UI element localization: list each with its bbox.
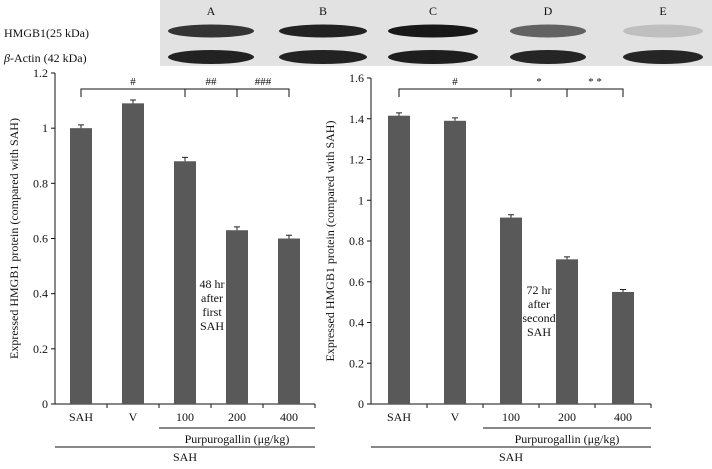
blot-band (168, 50, 254, 64)
y-tick-label: 1.6 (349, 71, 364, 85)
time-annotation: 48 hr after first SAH (200, 277, 225, 333)
significance-bracket (398, 88, 512, 97)
bar (174, 161, 196, 404)
bar (278, 238, 300, 404)
bar (226, 230, 248, 404)
lane-label-D: D (544, 4, 553, 18)
chart-panel-72hr: 0 0.2 0.4 0.6 0.8 1 1.2 1.4 1.6 Expressed HMGB1 p… (323, 71, 652, 464)
blot-band (279, 24, 367, 38)
y-tick-label: 0.8 (33, 176, 48, 190)
category-label: V (129, 410, 138, 424)
y-axis-title: Expressed HMGB1 protein (compared with S… (323, 121, 337, 362)
lane-label-C: C (429, 4, 437, 18)
error-bar (396, 112, 402, 116)
category-label: 200 (228, 410, 246, 424)
error-bar (234, 226, 240, 231)
category-label: SAH (69, 410, 93, 424)
category-label: 100 (176, 410, 194, 424)
y-tick-label: 0.8 (349, 234, 364, 248)
category-label: 200 (558, 410, 576, 424)
significance-label: # (452, 76, 458, 88)
outer-label: SAH (173, 450, 197, 464)
group-label: Purpurogallin (μg/kg) (185, 432, 290, 446)
chart-panel-48hr: 0 0.2 0.4 0.6 0.8 1 1.2 Expressed HMGB1 protein… (7, 66, 316, 464)
bar (612, 291, 634, 404)
bar (70, 128, 92, 404)
lane-label-A: A (207, 4, 216, 18)
y-tick-label: 0.6 (349, 275, 364, 289)
y-tick-label: 0 (42, 397, 48, 411)
significance-bracket (566, 88, 624, 97)
y-axis-title: Expressed HMGB1 protein (compared with S… (7, 118, 21, 359)
y-tick-label: 1.2 (349, 153, 364, 167)
time-annotation: 72 hr after second SAH (522, 283, 555, 339)
blot-bands (168, 24, 703, 64)
blot-band (168, 24, 254, 38)
y-tick-label: 1 (42, 121, 48, 135)
blot-band (510, 24, 586, 38)
error-bar (182, 156, 188, 162)
y-tick-label: 1 (358, 193, 364, 207)
significance-bracket (510, 88, 568, 97)
error-bar (78, 124, 84, 129)
error-bar (286, 234, 292, 239)
significance-label: * (536, 76, 542, 88)
y-tick-label: 0.6 (33, 232, 48, 246)
y-tick-label: 0.2 (349, 356, 364, 370)
error-bar (452, 117, 458, 121)
group-label: Purpurogallin (μg/kg) (515, 432, 620, 446)
significance-label: * * (588, 76, 602, 88)
blot-band (510, 50, 586, 64)
western-blot-image: A B C D E HMGB1(25 kDa) β-Actin (42 kDa) (3, 0, 712, 66)
bar (500, 217, 522, 404)
blot-band (279, 50, 367, 64)
blot-band (623, 24, 703, 38)
category-label: 100 (502, 410, 520, 424)
blot-band (623, 50, 703, 64)
error-bar (620, 288, 626, 292)
y-tick-label: 1.4 (349, 112, 364, 126)
bar (444, 120, 466, 404)
hmgb1-row-label: HMGB1(25 kDa) (4, 26, 89, 40)
bar (556, 259, 578, 404)
lane-label-E: E (659, 4, 666, 18)
error-bar (130, 99, 136, 104)
lane-label-B: B (319, 4, 327, 18)
y-tick-label: 0.2 (33, 342, 48, 356)
category-label: 400 (614, 410, 632, 424)
bar (122, 103, 144, 404)
blot-band (388, 24, 478, 38)
significance-bracket (236, 88, 290, 97)
y-tick-label: 0 (358, 397, 364, 411)
outer-label: SAH (499, 450, 523, 464)
category-label: SAH (387, 410, 411, 424)
significance-bracket (80, 88, 186, 97)
blot-band (388, 50, 478, 64)
error-bar (508, 214, 514, 218)
significance-label: ### (255, 76, 272, 88)
category-label: V (451, 410, 460, 424)
actin-row-label: β-Actin (42 kDa) (3, 51, 87, 65)
significance-bracket (184, 88, 238, 97)
significance-label: ## (206, 76, 218, 88)
y-tick-label: 0.4 (33, 287, 48, 301)
category-label: 400 (280, 410, 298, 424)
y-tick-label: 1.2 (33, 66, 48, 80)
significance-label: # (130, 76, 136, 88)
error-bar (564, 256, 570, 260)
bar (388, 115, 410, 404)
y-tick-label: 0.4 (349, 316, 364, 330)
